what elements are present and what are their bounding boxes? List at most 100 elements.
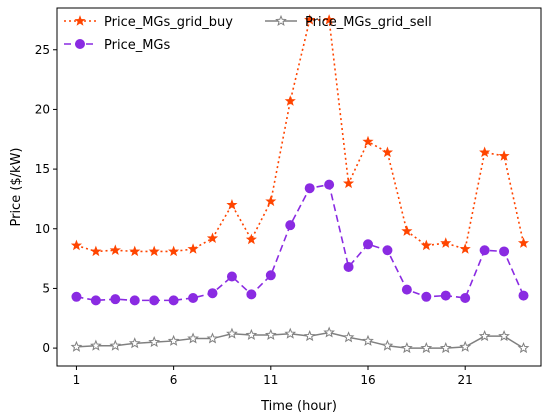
x-tick-label: 11 xyxy=(263,373,278,387)
data-point xyxy=(498,330,510,342)
data-point xyxy=(440,237,452,248)
data-point xyxy=(499,246,510,257)
y-axis: 0 5 10 15 20 25 xyxy=(35,43,57,355)
data-point xyxy=(420,239,432,251)
series-Price_MGs xyxy=(71,179,529,306)
data-point xyxy=(401,284,412,295)
y-axis-label: Price ($/kW) xyxy=(9,147,24,226)
data-point xyxy=(303,330,316,342)
data-point xyxy=(401,341,413,354)
legend-label: Price_MGs xyxy=(104,38,171,53)
data-point xyxy=(362,334,374,346)
data-point xyxy=(90,245,102,257)
series-line xyxy=(76,183,525,302)
x-tick-label: 6 xyxy=(170,373,178,387)
legend-marker xyxy=(75,39,85,49)
series-Price_MGs_grid_sell xyxy=(70,326,530,354)
data-point xyxy=(421,291,432,302)
data-point xyxy=(479,146,491,158)
data-point xyxy=(187,332,199,344)
data-point xyxy=(265,270,276,281)
data-point xyxy=(517,237,530,248)
y-tick-label: 0 xyxy=(42,341,50,355)
data-point xyxy=(109,339,122,351)
data-point xyxy=(517,341,530,354)
data-point xyxy=(363,239,374,250)
data-point xyxy=(187,243,199,254)
data-point xyxy=(381,339,394,351)
data-point xyxy=(70,239,83,251)
data-point xyxy=(401,225,413,236)
data-point xyxy=(440,290,451,301)
y-tick-label: 5 xyxy=(42,281,50,295)
data-point xyxy=(70,340,83,352)
data-point xyxy=(382,245,393,256)
data-point xyxy=(460,292,471,303)
data-point xyxy=(420,341,433,354)
data-point xyxy=(128,337,141,349)
data-point xyxy=(245,233,257,245)
data-point xyxy=(479,245,490,256)
data-point xyxy=(518,290,529,301)
x-axis-label: Time (hour) xyxy=(260,399,337,414)
data-point xyxy=(284,95,296,106)
data-point xyxy=(109,244,121,255)
data-point xyxy=(226,199,238,210)
data-point xyxy=(323,14,335,25)
series-line xyxy=(76,19,525,253)
data-point xyxy=(323,326,335,338)
data-point xyxy=(265,195,277,207)
y-tick-label: 20 xyxy=(35,102,50,116)
data-point xyxy=(90,295,101,306)
data-point xyxy=(188,292,199,303)
data-point xyxy=(362,135,374,147)
x-tick-label: 16 xyxy=(360,373,375,387)
legend-marker xyxy=(275,14,287,26)
data-point xyxy=(439,341,452,354)
data-point xyxy=(304,14,316,25)
data-point xyxy=(129,295,140,306)
legend-label: Price_MGs_grid_sell xyxy=(305,15,432,30)
data-point xyxy=(459,340,472,352)
legend: Price_MGs_grid_buy Price_MGs Price_MGs_gri… xyxy=(64,14,432,53)
legend-label: Price_MGs_grid_buy xyxy=(104,15,233,30)
data-point xyxy=(459,243,471,254)
x-axis: 1 6 11 16 21 xyxy=(73,366,473,387)
data-point xyxy=(324,179,335,190)
y-tick-label: 25 xyxy=(35,43,50,57)
data-point xyxy=(246,289,257,300)
data-point xyxy=(167,334,180,346)
series-layer xyxy=(70,14,530,354)
data-point xyxy=(264,328,277,340)
series-Price_MGs_grid_buy xyxy=(70,14,530,257)
data-point xyxy=(129,245,141,257)
plot-frame xyxy=(56,7,542,367)
data-point xyxy=(90,339,102,351)
data-point xyxy=(342,331,355,343)
data-point xyxy=(226,327,238,339)
series-line xyxy=(76,331,524,349)
data-point xyxy=(226,271,237,282)
legend-item: Price_MGs xyxy=(64,38,171,53)
legend-marker xyxy=(74,15,86,26)
data-point xyxy=(381,146,394,158)
data-point xyxy=(71,291,82,302)
data-point xyxy=(149,295,160,306)
data-point xyxy=(342,177,355,189)
data-point xyxy=(110,294,121,305)
data-point xyxy=(148,335,161,348)
data-point xyxy=(168,295,179,306)
data-point xyxy=(206,332,219,344)
data-point xyxy=(284,327,297,339)
legend-item: Price_MGs_grid_sell xyxy=(265,14,432,30)
y-tick-label: 15 xyxy=(35,162,50,176)
data-point xyxy=(148,245,160,257)
data-point xyxy=(304,183,315,194)
data-point xyxy=(207,288,218,299)
x-tick-label: 1 xyxy=(73,373,81,387)
data-point xyxy=(498,150,510,161)
data-point xyxy=(285,220,296,231)
data-point xyxy=(206,232,219,244)
data-point xyxy=(168,245,180,257)
